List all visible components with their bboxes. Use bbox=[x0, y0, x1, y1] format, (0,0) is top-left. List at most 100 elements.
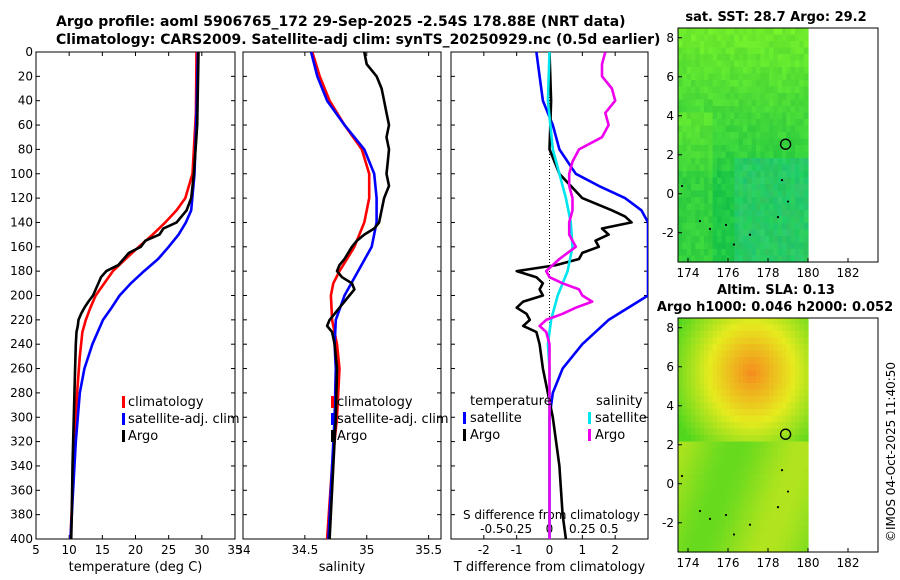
sst-frame bbox=[677, 27, 879, 263]
temperature-xtick-label: 15 bbox=[95, 543, 110, 557]
ytick-label: 240 bbox=[10, 337, 33, 351]
ytick-label: 80 bbox=[18, 142, 33, 156]
temperature-legend-swatch bbox=[122, 430, 125, 442]
sst-coast-speck bbox=[748, 233, 752, 236]
temperature-legend-label: climatology bbox=[128, 395, 204, 410]
salinity-legend-label: climatology bbox=[337, 395, 413, 410]
sla-coast-speck bbox=[780, 469, 784, 472]
difference-top-tick-label: -0.5 bbox=[480, 522, 503, 536]
sst-xtick-label: 178 bbox=[757, 266, 780, 280]
sla-ytick-label: 2 bbox=[666, 438, 674, 452]
salinity-legend-label: satellite-adj. clim bbox=[337, 412, 449, 427]
map-sla: 174 176 178 180 182 -2 0 2 4 6 8 bbox=[662, 317, 879, 570]
legend-temperature-label: satellite bbox=[470, 411, 522, 426]
sst-argo-location-marker bbox=[779, 138, 792, 150]
sla-argo-location-marker bbox=[779, 428, 792, 440]
legend-salinity-label: satellite bbox=[595, 411, 647, 426]
sla-xtick-label: 174 bbox=[677, 556, 700, 570]
temperature-xtick-label: 30 bbox=[194, 543, 209, 557]
salinity-legend-swatch bbox=[331, 396, 334, 408]
sla-coast-speck bbox=[698, 509, 702, 513]
sla-frame bbox=[677, 317, 879, 553]
sst-coast-speck bbox=[698, 219, 702, 223]
temperature-series-argo bbox=[69, 52, 200, 539]
ytick-label: 380 bbox=[10, 508, 33, 522]
difference-top-tick-label: 0.25 bbox=[569, 522, 596, 536]
sst-map-title: sat. SST: 28.7 Argo: 29.2 bbox=[685, 10, 867, 25]
ytick-label: 20 bbox=[18, 69, 33, 83]
legend-salinity-title: salinity bbox=[596, 394, 643, 409]
temperature-legend-swatch bbox=[122, 413, 125, 425]
ytick-label: 300 bbox=[10, 410, 33, 424]
difference-series-t-argo bbox=[515, 52, 633, 539]
ytick-label: 200 bbox=[10, 289, 33, 303]
difference-top-tick-label: 0.5 bbox=[600, 522, 619, 536]
difference-xlabel: T difference from climatology bbox=[453, 560, 646, 575]
difference-xtick-label: -2 bbox=[478, 543, 490, 557]
sla-xtick-label: 178 bbox=[757, 556, 780, 570]
map-sst: 174 176 178 180 182 -2 0 2 4 6 8 bbox=[662, 27, 879, 280]
ytick-label: 100 bbox=[10, 167, 33, 181]
ytick-label: 360 bbox=[10, 483, 33, 497]
temperature-xtick-label: 10 bbox=[62, 543, 77, 557]
difference-xtick-label: 2 bbox=[611, 543, 619, 557]
temperature-xtick-label: 35 bbox=[227, 543, 242, 557]
panel-difference: -2 -1 0 1 2 S difference from climatology-0.5… bbox=[450, 51, 649, 575]
sst-coast-speck bbox=[780, 179, 784, 182]
sst-xtick-label: 182 bbox=[837, 266, 860, 280]
temperature-xtick-label: 25 bbox=[161, 543, 176, 557]
salinity-xtick-label: 34 bbox=[235, 543, 250, 557]
ytick-label: 160 bbox=[10, 240, 33, 254]
temperature-xtick-label: 20 bbox=[128, 543, 143, 557]
legend-temperature-swatch bbox=[463, 412, 466, 424]
ytick-label: 180 bbox=[10, 264, 33, 278]
salinity-xtick-label: 34.5 bbox=[292, 543, 319, 557]
panel-temperature: 0 20 40 60 80 100 120 140 160 180 200 220 240 260 280 3… bbox=[10, 45, 243, 575]
ytick-label: 0 bbox=[25, 45, 33, 59]
ytick-label: 340 bbox=[10, 459, 33, 473]
sla-coast-speck bbox=[748, 523, 752, 526]
sla-ytick-label: 0 bbox=[666, 477, 674, 491]
temperature-series-climatology bbox=[69, 52, 198, 539]
temperature-series-satellite-adj-clim bbox=[69, 52, 200, 539]
legend-temperature-swatch bbox=[463, 429, 466, 441]
sst-coast-speck bbox=[732, 243, 736, 246]
sst-ytick-label: 2 bbox=[666, 148, 674, 162]
sla-coast-speck bbox=[724, 513, 728, 517]
ytick-label: 120 bbox=[10, 191, 33, 205]
salinity-xtick-label: 35.5 bbox=[415, 543, 442, 557]
salinity-xtick-label: 35 bbox=[359, 543, 374, 557]
legend-salinity-swatch bbox=[588, 412, 591, 424]
temperature-legend-label: Argo bbox=[128, 429, 158, 444]
ytick-label: 220 bbox=[10, 313, 33, 327]
sst-coast-speck bbox=[776, 216, 780, 219]
sla-field bbox=[678, 318, 809, 553]
sla-coast-speck bbox=[708, 517, 712, 520]
sla-coast-speck bbox=[732, 533, 736, 536]
sst-xtick-label: 180 bbox=[797, 266, 820, 280]
legend-salinity-swatch bbox=[588, 429, 591, 441]
difference-xtick-label: 0 bbox=[546, 543, 554, 557]
sla-xtick-label: 180 bbox=[797, 556, 820, 570]
sst-coast-speck bbox=[724, 223, 728, 227]
sla-coast-speck bbox=[680, 474, 684, 478]
figure-title-line-2: Climatology: CARS2009. Satellite-adj cli… bbox=[56, 32, 661, 48]
sst-field bbox=[678, 28, 809, 263]
ytick-label: 140 bbox=[10, 215, 33, 229]
sst-coast-speck bbox=[786, 200, 790, 203]
salinity-legend-label: Argo bbox=[337, 429, 367, 444]
ytick-label: 320 bbox=[10, 435, 33, 449]
sla-ytick-label: 6 bbox=[666, 360, 674, 374]
salinity-legend-swatch bbox=[331, 430, 334, 442]
sst-ytick-label: 4 bbox=[666, 109, 674, 123]
salinity-legend-swatch bbox=[331, 413, 334, 425]
sla-coast-speck bbox=[786, 490, 790, 493]
difference-xtick-label: 1 bbox=[579, 543, 587, 557]
difference-series-t-satellite bbox=[535, 52, 648, 539]
sst-ytick-label: 8 bbox=[666, 31, 674, 45]
ytick-label: 280 bbox=[10, 386, 33, 400]
sla-map-title-line-2: Argo h1000: 0.046 h2000: 0.052 bbox=[656, 300, 894, 315]
sla-ytick-label: 8 bbox=[666, 321, 674, 335]
salinity-series-satellite-adj-clim bbox=[309, 52, 378, 539]
sst-ytick-label: 6 bbox=[666, 70, 674, 84]
